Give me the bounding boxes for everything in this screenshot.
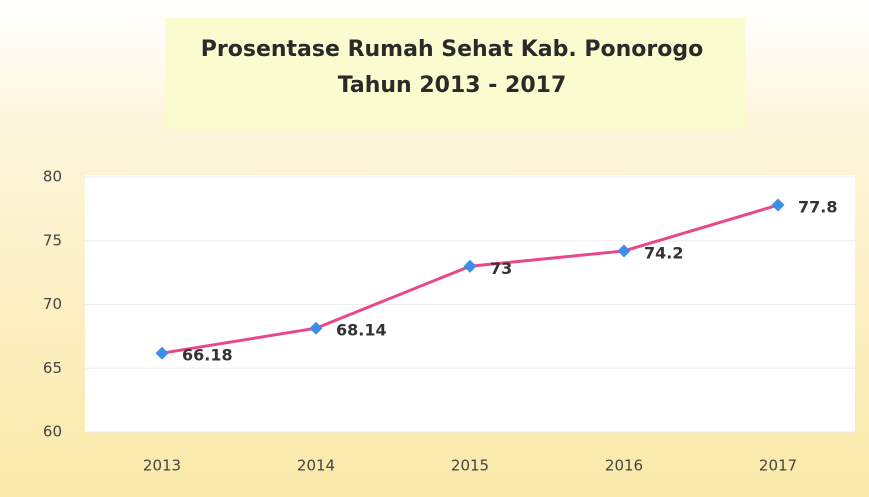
title-box xyxy=(165,18,745,130)
x-tick-label: 2015 xyxy=(451,457,489,475)
data-point xyxy=(309,321,323,335)
chart-title: Tahun 2013 - 2017 xyxy=(338,73,567,98)
data-label: 74.2 xyxy=(644,243,683,262)
x-tick-label: 2016 xyxy=(605,457,643,475)
x-tick-label: 2014 xyxy=(297,457,335,475)
data-label: 68.14 xyxy=(336,321,387,340)
y-tick-label: 75 xyxy=(43,231,62,249)
x-tick-label: 2017 xyxy=(759,457,797,475)
data-point xyxy=(155,346,169,360)
y-tick-label: 80 xyxy=(43,168,62,186)
x-tick-label: 2013 xyxy=(143,457,181,475)
chart-title: Prosentase Rumah Sehat Kab. Ponorogo xyxy=(201,37,703,62)
data-point xyxy=(617,244,631,258)
data-label: 73 xyxy=(490,259,512,278)
y-tick-label: 70 xyxy=(43,295,62,313)
data-label: 66.18 xyxy=(182,346,233,365)
plot-area xyxy=(85,175,855,432)
data-point xyxy=(771,198,785,212)
y-tick-label: 65 xyxy=(43,359,62,377)
data-point xyxy=(463,259,477,273)
y-tick-label: 60 xyxy=(43,423,62,441)
data-label: 77.8 xyxy=(798,198,837,217)
